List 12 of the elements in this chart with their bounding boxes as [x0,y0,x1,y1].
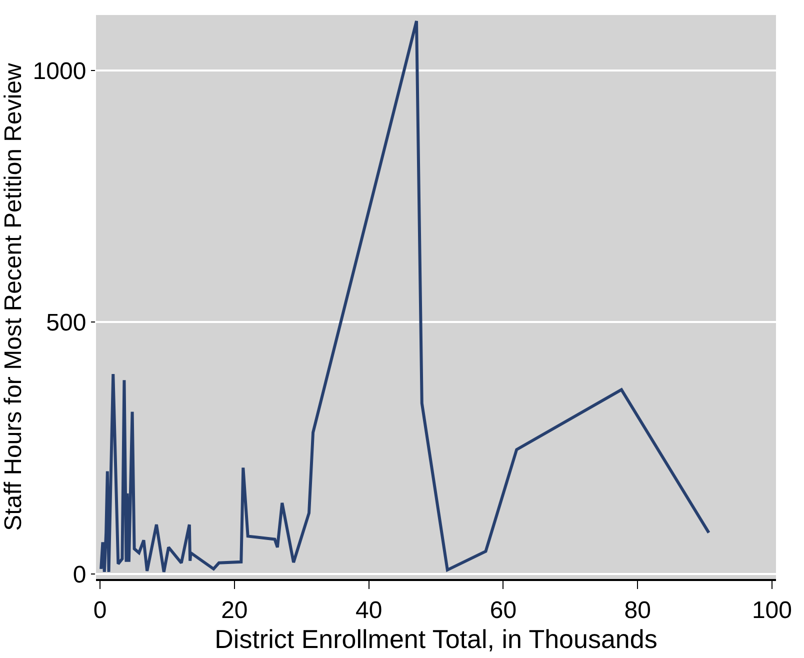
y-axis-title: Staff Hours for Most Recent Petition Review [0,62,27,531]
y-tick-label: 500 [46,310,86,337]
x-tick-label: 80 [624,596,651,624]
x-axis-title: District Enrollment Total, in Thousands [214,624,658,654]
y-tick-label: 0 [72,561,86,588]
y-tick-label: 1000 [32,58,86,85]
x-tick-label: 100 [752,596,792,624]
x-tick-label: 20 [221,596,248,624]
x-tick-label: 0 [93,596,107,624]
line-series [100,20,710,574]
x-tick-label: 60 [490,596,517,624]
x-tick-label: 40 [355,596,382,624]
